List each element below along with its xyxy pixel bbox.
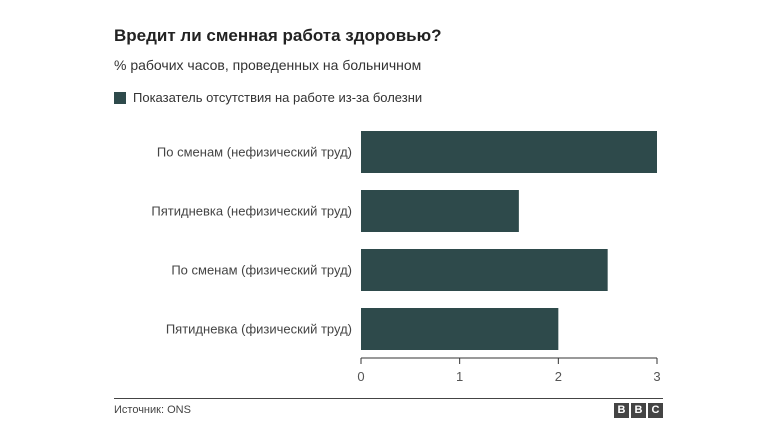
bbc-logo: B B C <box>614 403 663 418</box>
legend: Показатель отсутствия на работе из-за бо… <box>114 90 422 105</box>
category-label: По сменам (физический труд) <box>171 263 352 278</box>
bar <box>361 249 608 291</box>
source-note: Источник: ONS <box>114 404 191 416</box>
legend-swatch <box>114 91 126 104</box>
chart-title: Вредит ли сменная работа здоровью? <box>114 26 442 45</box>
bbc-logo-letter: C <box>648 403 663 418</box>
x-tick-label: 3 <box>653 369 660 384</box>
legend-label: Показатель отсутствия на работе из-за бо… <box>133 90 423 105</box>
bbc-logo-letter: B <box>614 403 629 418</box>
x-tick-label: 0 <box>357 369 364 384</box>
footer-divider <box>114 398 663 399</box>
bar <box>361 190 519 232</box>
bar <box>361 131 657 173</box>
category-label: По сменам (нефизический труд) <box>157 145 352 160</box>
bbc-logo-letter: B <box>631 403 646 418</box>
bar <box>361 308 559 350</box>
x-tick-label: 1 <box>456 369 463 384</box>
category-label: Пятидневка (физический труд) <box>166 322 352 337</box>
x-tick-label: 2 <box>555 369 562 384</box>
category-label: Пятидневка (нефизический труд) <box>151 204 352 219</box>
chart-subtitle: % рабочих часов, проведенных на больничн… <box>114 57 422 73</box>
